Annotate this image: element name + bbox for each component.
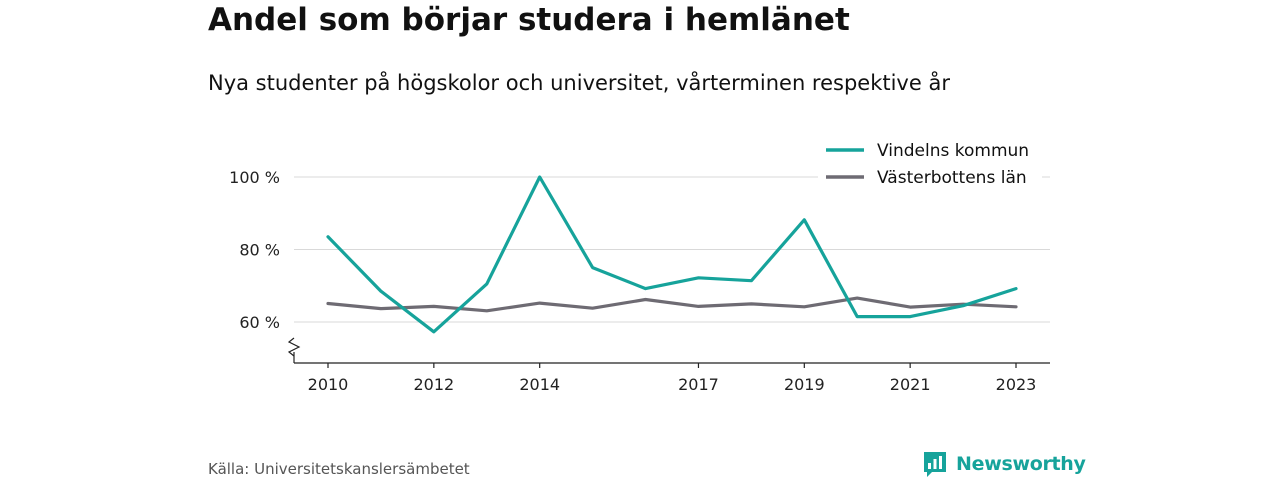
x-tick-label: 2012 (413, 375, 454, 394)
y-axis-break-mark (287, 337, 301, 357)
x-tick-label: 2017 (678, 375, 719, 394)
x-tick-label: 2010 (308, 375, 349, 394)
chart-subtitle: Nya studenter på högskolor och universit… (208, 71, 950, 95)
chart-title: Andel som börjar studera i hemlänet (208, 2, 850, 38)
axes: 60 % 80 % 100 % 2010 2012 2014 2017 2019 2021 202… (229, 168, 1050, 394)
legend-label: Vindelns kommun (877, 141, 1029, 161)
series-line-1 (326, 175, 1018, 334)
newsworthy-icon (924, 452, 946, 477)
y-tick-label: 100 % (229, 168, 280, 187)
x-tick-label: 2023 (996, 375, 1037, 394)
legend-label: Västerbottens län (877, 168, 1027, 188)
series-lines (326, 175, 1018, 334)
x-tick-label: 2019 (784, 375, 825, 394)
y-tick-label: 60 % (239, 313, 280, 332)
x-tick-label: 2021 (890, 375, 931, 394)
x-tick-label: 2014 (519, 375, 560, 394)
legend: Vindelns kommun Västerbottens län (818, 138, 1042, 189)
brand-name: Newsworthy (956, 453, 1086, 475)
y-tick-label: 80 % (239, 241, 280, 260)
grid-lines (294, 176, 1050, 323)
series-line-2 (326, 296, 1018, 313)
source-note: Källa: Universitetskanslersämbetet (208, 460, 470, 478)
brand-logo: Newsworthy (922, 450, 1086, 478)
